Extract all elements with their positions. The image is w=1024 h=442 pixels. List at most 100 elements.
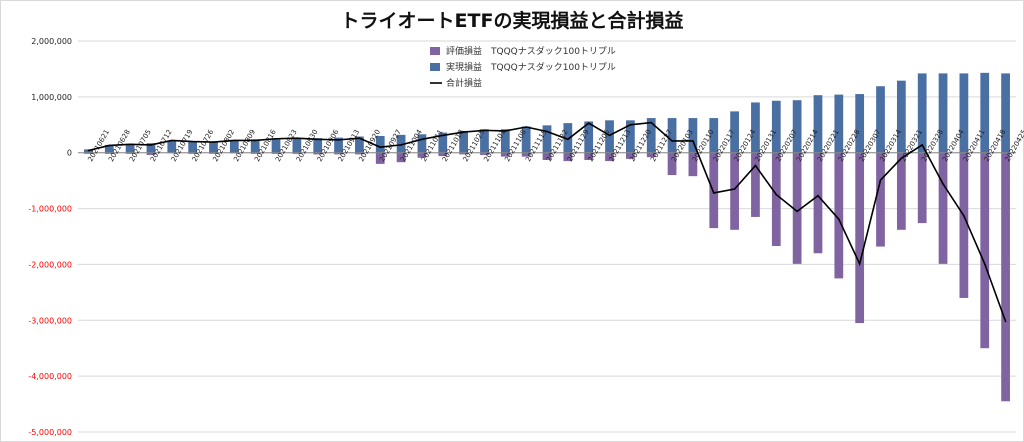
bar [667,118,677,153]
bar [876,152,885,247]
bar [334,152,343,155]
bar [792,152,802,264]
bar [938,73,948,153]
bar [792,100,802,153]
bar [917,73,927,153]
bar [209,141,218,153]
bar [438,132,448,153]
bar [709,118,719,153]
line-point [546,130,548,133]
line-point [421,138,423,141]
bar [459,130,468,153]
line-point [358,137,361,139]
y-tick-label: 1,000,000 [31,93,72,102]
line-point [817,194,819,197]
line-point [650,121,653,124]
bar [229,139,239,153]
line-point [567,138,569,141]
bar [84,152,93,154]
bar [271,152,281,154]
line-point [108,144,111,147]
bar [688,152,698,177]
line-point [379,146,382,148]
bar [167,140,177,153]
y-tick-label: 0 [67,149,72,158]
line-point [150,144,152,146]
bar [896,152,906,230]
bar [730,111,739,153]
bar [605,152,614,162]
bar [417,134,427,153]
line-point [441,134,444,137]
line-point [796,210,798,213]
bar [1001,73,1010,153]
bar [396,134,406,153]
line-point [275,137,277,140]
bar [771,152,781,246]
bar [584,152,594,160]
bar [292,152,302,154]
bar [500,152,510,157]
bar [584,121,594,153]
bar [813,95,823,153]
line-point [963,215,965,217]
legend-label: 合計損益 [446,77,482,89]
y-tick-label: -1,000,000 [28,205,72,214]
bar [834,152,844,279]
total-line [87,121,1007,323]
line-point [754,164,757,167]
y-tick-label: 2,000,000 [31,37,72,46]
bar [375,152,385,164]
bar [813,152,823,254]
bar [771,100,781,153]
bar [355,152,364,155]
line-point [608,134,611,137]
bar [667,152,677,176]
line-point [921,144,923,146]
legend-label: 実現損益 TQQQナスダック100トリプル [446,61,616,73]
legend-label: 評価損益 TQQQナスダック100トリプル [446,45,616,57]
line-point [129,143,131,146]
bar [626,152,635,159]
bar [125,143,135,153]
bar [104,152,114,154]
line-point [296,137,298,139]
bar [521,152,531,157]
bar [917,152,927,224]
y-axis: 2,000,000 1,000,000 0 -1,000,000 -2,000,000 -… [28,37,72,437]
bar [146,143,156,153]
bar [542,125,552,153]
line-point [1004,320,1007,323]
line-point [316,138,319,141]
bar [104,144,114,153]
chart-title: トライオートETFの実現損益と合計損益 [340,10,684,32]
line-point [671,140,673,142]
bar [605,120,614,153]
bar [855,94,865,153]
bar [417,152,427,158]
line-point [879,179,882,181]
bar [542,152,552,160]
line-point [587,122,590,124]
line-point [254,139,256,142]
bar [396,152,406,163]
bar [980,152,990,349]
bar [250,139,260,153]
bar [563,152,573,162]
bar [334,137,343,153]
line-point [171,139,173,142]
line-point [775,193,778,196]
bar [292,137,302,153]
line-point [483,129,486,132]
bar [355,136,364,153]
line-point [462,131,465,133]
y-tick-label: -5,000,000 [28,428,72,437]
line-point [504,130,507,132]
bar [250,152,260,154]
bar [688,118,698,153]
line-point [629,123,632,126]
line-point [733,188,736,190]
bar [125,152,135,154]
bar [646,152,656,158]
